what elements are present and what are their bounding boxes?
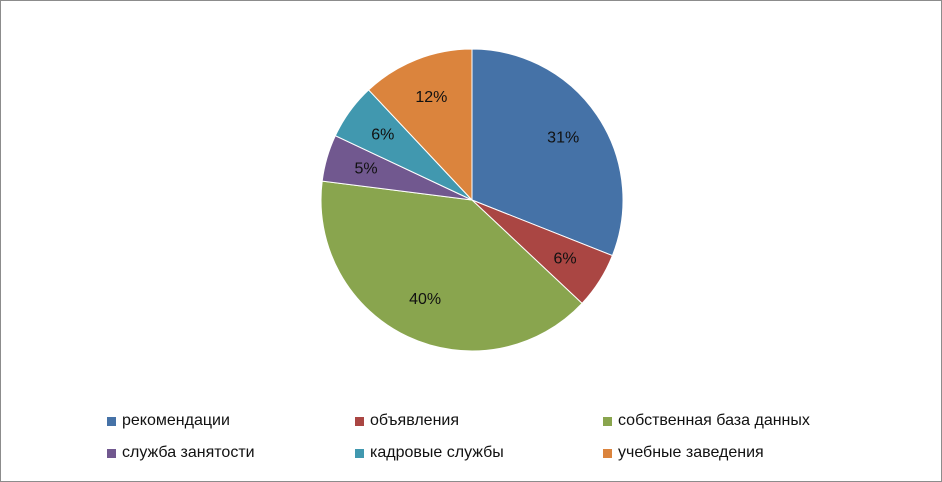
legend-label: кадровые службы bbox=[370, 444, 504, 461]
legend-label: собственная база данных bbox=[618, 412, 810, 429]
pie-data-label: 5% bbox=[355, 161, 378, 178]
legend-item-recommendations: рекомендации bbox=[107, 405, 355, 437]
legend-item-educational-institutions: учебные заведения bbox=[603, 437, 887, 469]
legend: рекомендации объявления собственная база… bbox=[107, 405, 887, 469]
legend-item-own-database: собственная база данных bbox=[603, 405, 887, 437]
pie-slice bbox=[367, 48, 473, 202]
legend-label: учебные заведения bbox=[618, 444, 764, 461]
pie-data-label: 6% bbox=[371, 127, 394, 144]
legend-swatch bbox=[603, 416, 612, 426]
legend-swatch bbox=[603, 448, 612, 458]
legend-swatch bbox=[107, 416, 116, 426]
legend-item-hr-services: кадровые службы bbox=[355, 437, 603, 469]
pie-slices bbox=[320, 48, 624, 352]
pie-data-label: 12% bbox=[415, 89, 447, 106]
legend-swatch bbox=[355, 448, 364, 458]
legend-swatch bbox=[355, 416, 364, 426]
legend-item-employment-service: служба занятости bbox=[107, 437, 355, 469]
pie-data-label: 31% bbox=[547, 130, 579, 147]
legend-label: объявления bbox=[370, 412, 459, 429]
legend-label: рекомендации bbox=[122, 412, 230, 429]
pie-slice bbox=[320, 180, 583, 352]
legend-label: служба занятости bbox=[122, 444, 255, 461]
legend-swatch bbox=[107, 448, 116, 458]
pie-data-label: 6% bbox=[554, 251, 577, 268]
pie-data-labels: 31% 6% 40% 5% 6% 12% bbox=[355, 89, 580, 308]
pie-data-label: 40% bbox=[409, 291, 441, 308]
pie-slice bbox=[471, 48, 624, 257]
pie-chart: 31% 6% 40% 5% 6% 12% bbox=[320, 48, 624, 352]
legend-item-ads: объявления bbox=[355, 405, 603, 437]
